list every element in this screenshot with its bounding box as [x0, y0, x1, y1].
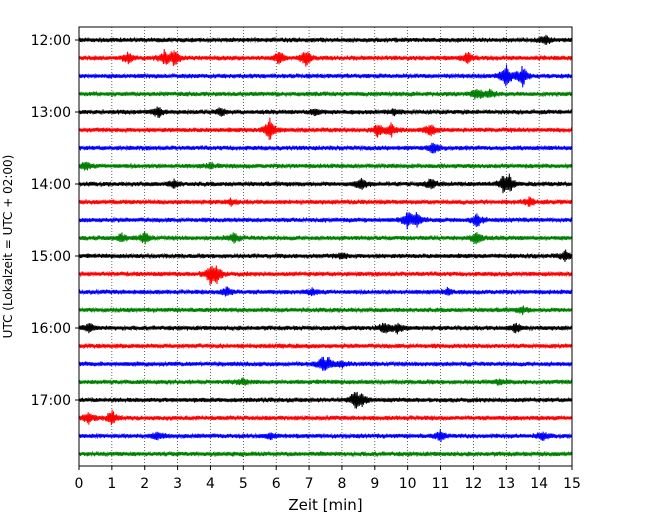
y-tick-label: 13:00 — [31, 105, 71, 121]
trace-1245 — [78, 88, 573, 100]
trace-1430 — [78, 212, 573, 230]
x-tick-label: 2 — [140, 476, 149, 492]
trace-1600 — [78, 322, 573, 335]
trace-1215 — [78, 48, 573, 67]
x-tick-label: 8 — [337, 476, 346, 492]
trace-1200 — [78, 34, 573, 45]
trace-1315 — [78, 117, 573, 141]
trace-1445 — [78, 231, 573, 245]
y-tick-label: 15:00 — [31, 249, 71, 265]
x-axis: 0 1 2 3 4 5 6 7 8 9 10 11 12 13 14 15 — [75, 466, 581, 492]
y-tick-label: 16:00 — [31, 321, 71, 337]
y-tick-label: 12:00 — [31, 33, 71, 49]
x-tick-label: 10 — [399, 476, 417, 492]
x-tick-label: 6 — [272, 476, 281, 492]
x-axis-label: Zeit [min] — [288, 496, 362, 514]
y-axis: 12:00 13:00 14:00 15:00 16:00 17:00 — [31, 33, 79, 409]
trace-1745 — [78, 450, 573, 458]
trace-1530 — [78, 286, 573, 297]
trace-1730 — [78, 429, 573, 443]
trace-1615 — [78, 342, 573, 350]
trace-1415 — [78, 196, 573, 207]
trace-1700 — [78, 391, 573, 409]
y-tick-label: 14:00 — [31, 177, 71, 193]
x-tick-label: 11 — [432, 476, 450, 492]
y-tick-label: 17:00 — [31, 393, 71, 409]
x-tick-label: 3 — [173, 476, 182, 492]
plot-frame — [78, 26, 573, 467]
x-tick-label: 15 — [563, 476, 581, 492]
trace-1515 — [78, 265, 573, 286]
x-tick-label: 7 — [305, 476, 314, 492]
y-axis-label: UTC (Lokalzeit = UTC + 02:00) — [1, 155, 15, 339]
trace-1230 — [78, 64, 573, 88]
trace-1345 — [78, 161, 573, 171]
trace-1400 — [78, 173, 573, 194]
trace-1330 — [78, 142, 573, 154]
trace-1300 — [78, 106, 573, 118]
trace-1715 — [78, 409, 573, 426]
x-tick-label: 13 — [497, 476, 515, 492]
trace-1545 — [78, 305, 573, 316]
x-tick-label: 0 — [75, 476, 84, 492]
trace-1645 — [78, 377, 573, 386]
trace-1500 — [78, 249, 573, 263]
x-tick-label: 9 — [370, 476, 379, 492]
x-tick-label: 12 — [464, 476, 482, 492]
x-tick-label: 4 — [206, 476, 215, 492]
x-tick-label: 5 — [239, 476, 248, 492]
trace-group — [78, 34, 573, 458]
vertical-grid — [111, 27, 540, 466]
trace-1630 — [78, 356, 573, 371]
x-tick-label: 14 — [530, 476, 548, 492]
x-tick-label: 1 — [107, 476, 116, 492]
